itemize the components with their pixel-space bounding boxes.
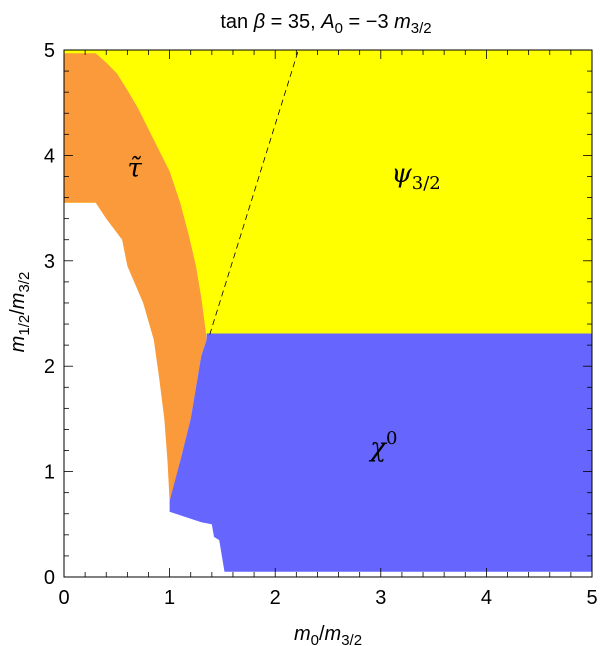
- region-stau: [64, 53, 207, 502]
- y-tick-label: 1: [44, 462, 55, 484]
- y-tick-label: 0: [44, 567, 55, 589]
- plot-frame: [63, 49, 593, 578]
- x-tick-label: 2: [270, 587, 281, 609]
- x-tick-label: 3: [375, 587, 386, 609]
- x-axis-label: m0/m3/2: [294, 623, 362, 646]
- x-tick-label: 4: [481, 587, 492, 609]
- region-neutralino: [169, 333, 592, 572]
- region-label-neutralino: χ0: [368, 428, 397, 463]
- regions: [64, 50, 592, 572]
- region-label-stau: τ̃: [127, 153, 142, 183]
- y-tick-label: 4: [44, 145, 55, 167]
- x-tick-label: 1: [164, 587, 175, 609]
- y-tick-label: 5: [44, 40, 55, 62]
- y-tick-label: 3: [44, 251, 55, 273]
- chart-title: tan β = 35, A0 = −3 m3/2: [220, 11, 431, 37]
- x-tick-label: 5: [586, 587, 597, 609]
- y-tick-label: 2: [44, 356, 55, 378]
- region-label-gravitino: ψ3/2: [391, 159, 440, 194]
- y-axis-label: m1/2/m3/2: [7, 272, 33, 353]
- ticks: 0 1 2 3 4 5 0 1 2 3 4 5: [44, 40, 598, 609]
- labels: ψ3/2 τ̃ χ0: [127, 153, 440, 462]
- x-tick-label: 0: [58, 587, 69, 609]
